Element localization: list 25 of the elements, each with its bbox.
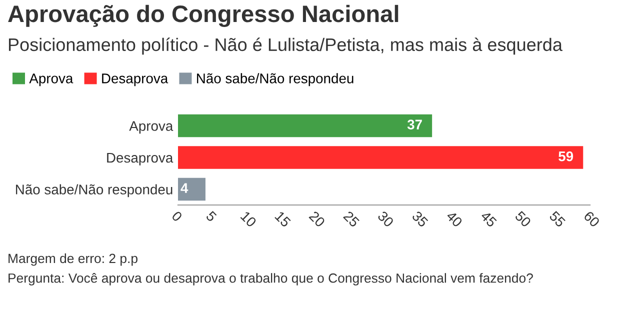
y-tick-label: Desaprova — [107, 152, 174, 166]
y-tick-label: Não sabe/Não respondeu — [16, 184, 172, 198]
x-tick-label: 55 — [548, 210, 566, 228]
x-tick-label: 35 — [411, 210, 429, 228]
text: Margem de erro: 2 p.p — [8, 253, 138, 266]
data-label: 37 — [407, 120, 422, 130]
legend-label: Aprova — [29, 74, 74, 86]
x-tick-label: 50 — [514, 210, 532, 228]
x-tick-label: 20 — [308, 210, 326, 228]
legend-label: Não sabe/Não respondeu — [197, 73, 354, 86]
x-tick-label: 0 — [171, 210, 183, 222]
x-tick-label: 10 — [240, 210, 257, 228]
chart-title: Aprovação do Congresso Nacional — [8, 4, 398, 28]
x-tick-label: 15 — [274, 210, 292, 228]
data-label: 59 — [558, 151, 574, 162]
x-tick-label: 5 — [206, 210, 218, 222]
text: Pergunta: Você aprova ou desaprova o trabalho que o Congresso Nacional vem fazendo? — [8, 273, 533, 286]
x-tick-label: 45 — [480, 210, 498, 228]
data-label: 4 — [180, 183, 188, 193]
x-tick-label: 25 — [342, 210, 360, 228]
x-tick-label: 30 — [377, 210, 394, 228]
y-tick-label: Aprova — [129, 121, 174, 134]
chart-subtitle: Posicionamento político - Não é Lulista/Petista, mas mais à esquerda — [8, 38, 562, 55]
x-tick-label: 40 — [446, 210, 463, 228]
x-tick-label: 60 — [583, 210, 600, 228]
